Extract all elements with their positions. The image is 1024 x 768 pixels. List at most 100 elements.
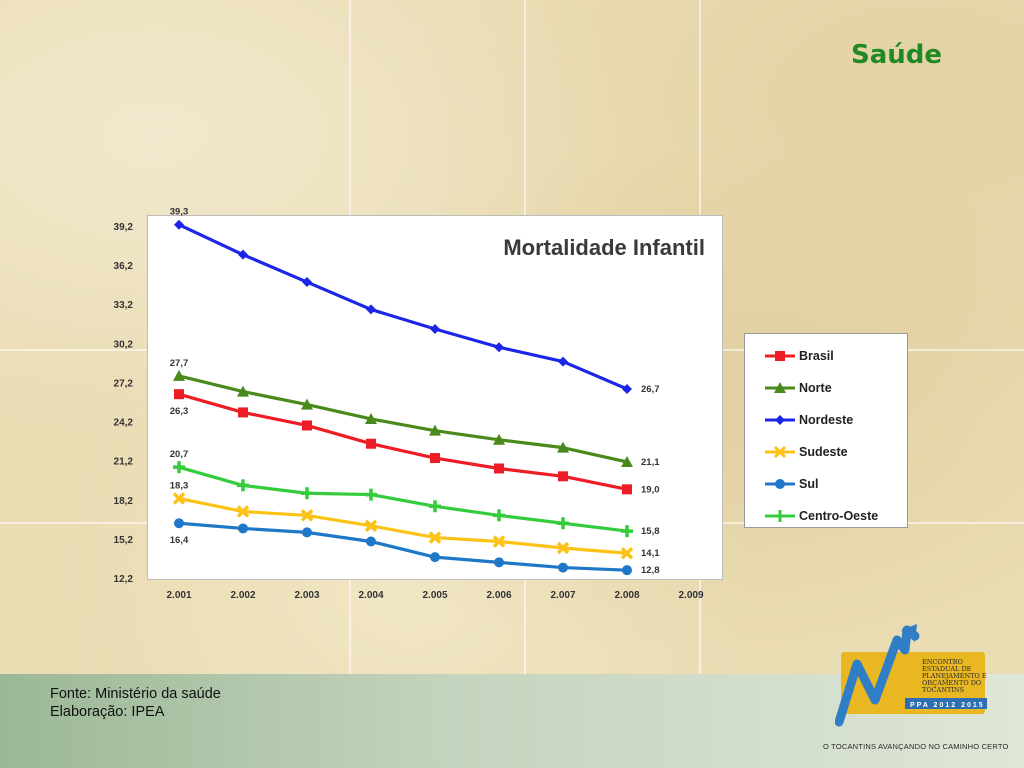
- data-point-norte: [301, 398, 313, 410]
- data-point-sudeste: [172, 492, 186, 505]
- data-point-nordeste: [494, 342, 504, 353]
- data-point-centro-oeste: [365, 488, 377, 501]
- data-point-centro-oeste: [301, 487, 313, 500]
- legend-label: Sul: [799, 477, 819, 491]
- x-tick-label: 2.008: [614, 590, 639, 601]
- x-tick-label: 2.006: [486, 590, 511, 601]
- data-point-centro-oeste: [493, 509, 505, 522]
- data-label: 20,7: [170, 449, 189, 460]
- data-point-sudeste: [620, 546, 634, 560]
- data-point-centro-oeste: [237, 479, 249, 492]
- series-line-centro-oeste: [178, 465, 628, 533]
- data-point-centro-oeste: [621, 525, 633, 538]
- line-chart: Mortalidade Infantil 12,2 15,2 18,2 21,2 24,2…: [114, 207, 705, 601]
- data-point-brasil: [174, 389, 184, 400]
- x-tick-label: 2.002: [230, 590, 255, 601]
- legend-label: Nordeste: [799, 413, 854, 427]
- data-point-sudeste: [428, 531, 442, 544]
- y-tick-label: 18,2: [114, 496, 134, 507]
- legend-item-sudeste: Sudeste: [765, 436, 907, 468]
- legend-swatch: [765, 479, 795, 489]
- data-label: 16,4: [170, 535, 189, 546]
- data-label: 14,1: [641, 548, 660, 559]
- legend-label: Sudeste: [799, 445, 848, 459]
- data-point-norte: [621, 455, 633, 467]
- x-tick-label: 2.009: [678, 590, 703, 601]
- data-point-nordeste: [302, 277, 312, 288]
- data-point-norte: [429, 424, 441, 436]
- data-label: 21,1: [641, 457, 660, 468]
- y-tick-label: 36,2: [114, 261, 134, 272]
- data-point-brasil: [622, 484, 632, 495]
- data-point-brasil: [238, 407, 248, 418]
- y-tick-label: 24,2: [114, 418, 134, 429]
- data-label: 26,7: [641, 384, 660, 395]
- series-line-brasil: [178, 392, 628, 491]
- tagline: O TOCANTINS AVANÇANDO NO CAMINHO CERTO: [823, 742, 1009, 751]
- data-point-nordeste: [622, 383, 632, 394]
- credit-line: Elaboração: IPEA: [50, 704, 165, 720]
- y-tick-label: 39,2: [114, 222, 134, 233]
- data-point-nordeste: [430, 323, 440, 334]
- data-label: 18,3: [170, 480, 189, 491]
- data-point-centro-oeste: [557, 517, 569, 530]
- series-line-sudeste: [178, 496, 628, 555]
- data-point-sul: [174, 518, 184, 529]
- data-point-nordeste: [238, 249, 248, 260]
- legend-label: Centro-Oeste: [799, 509, 879, 523]
- data-label: 12,8: [641, 565, 660, 576]
- data-point-norte: [365, 412, 377, 424]
- x-tick-label: 2.004: [358, 590, 383, 601]
- data-point-norte: [493, 433, 505, 445]
- data-point-brasil: [302, 420, 312, 431]
- data-point-nordeste: [174, 219, 184, 230]
- source-line: Fonte: Ministério da saúde: [50, 686, 221, 702]
- data-point-norte: [173, 369, 185, 381]
- legend-swatch: [765, 446, 795, 458]
- data-point-brasil: [366, 438, 376, 449]
- data-point-norte: [557, 441, 569, 453]
- chart-title: Mortalidade Infantil: [503, 235, 705, 260]
- series-line-norte: [178, 374, 628, 464]
- data-point-centro-oeste: [173, 461, 185, 474]
- y-tick-label: 27,2: [114, 378, 134, 389]
- legend-swatch: [765, 351, 795, 361]
- data-point-nordeste: [558, 356, 568, 367]
- x-tick-label: 2.007: [550, 590, 575, 601]
- data-point-sul: [494, 557, 504, 568]
- data-point-sudeste: [300, 509, 314, 522]
- data-label: 15,8: [641, 526, 660, 537]
- data-point-brasil: [430, 453, 440, 464]
- legend-label: Brasil: [799, 349, 834, 363]
- data-point-sul: [558, 562, 568, 573]
- legend-item-sul: Sul: [765, 468, 907, 500]
- data-label: 39,3: [170, 207, 189, 218]
- x-tick-label: 2.001: [166, 590, 191, 601]
- legend-swatch: [765, 415, 795, 425]
- legend-item-brasil: Brasil: [765, 340, 907, 372]
- data-point-nordeste: [366, 304, 376, 315]
- series-line-sul: [178, 521, 628, 572]
- data-point-sul: [366, 536, 376, 547]
- data-point-sul: [430, 552, 440, 563]
- data-point-sul: [302, 527, 312, 538]
- legend-item-nordeste: Nordeste: [765, 404, 907, 436]
- series-line-nordeste: [178, 223, 628, 391]
- data-point-sul: [622, 565, 632, 576]
- legend-swatch: [765, 510, 795, 522]
- logo-band-text: PPA 2012 2015: [910, 702, 985, 709]
- y-tick-label: 30,2: [114, 339, 134, 350]
- y-tick-label: 21,2: [114, 457, 134, 468]
- chart-legend: Brasil Norte Nordeste Sudeste Sul Centro-Oest…: [744, 333, 908, 528]
- data-point-sudeste: [492, 535, 506, 548]
- legend-label: Norte: [799, 381, 832, 395]
- y-tick-label: 12,2: [114, 574, 134, 585]
- slide-title: Saúde: [850, 40, 942, 70]
- data-point-sudeste: [364, 519, 378, 533]
- x-tick-label: 2.003: [294, 590, 319, 601]
- data-point-brasil: [494, 463, 504, 474]
- x-tick-label: 2.005: [422, 590, 447, 601]
- y-tick-label: 33,2: [114, 300, 134, 311]
- legend-swatch: [765, 382, 795, 393]
- data-point-norte: [237, 385, 249, 397]
